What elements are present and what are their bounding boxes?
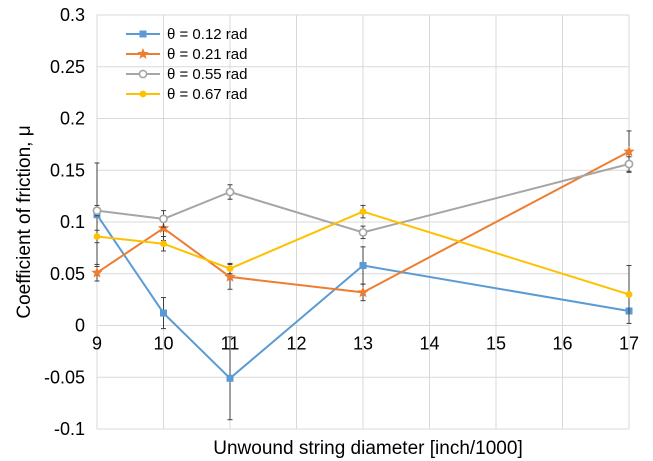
x-axis-label: Unwound string diameter [inch/1000] [213,438,522,459]
data-point [625,291,633,298]
legend-label: θ = 0.67 rad [167,86,247,103]
y-tick-label: 0.3 [60,5,85,25]
y-tick-label: 0.1 [60,212,85,232]
x-tick-label: 12 [286,334,306,354]
data-point [623,145,635,157]
y-tick-label: 0.15 [50,160,85,180]
data-point [359,261,367,269]
legend-entry: θ = 0.12 rad [126,26,247,43]
legend-marker [139,90,147,98]
x-tick-label: 16 [552,334,572,354]
data-point [358,227,368,237]
series-3 [92,156,634,240]
data-point [93,233,101,240]
y-tick-label: -0.1 [54,419,85,439]
data-point [159,214,168,224]
data-point [624,159,634,169]
data-point [225,187,235,197]
legend-label: θ = 0.12 rad [167,26,247,43]
legend-marker [139,30,147,38]
x-tick-label: 15 [486,334,506,354]
data-point [91,266,103,278]
data-point [359,208,367,216]
series-4 [93,204,633,324]
legend-entry: θ = 0.67 rad [126,86,247,103]
x-tick-label: 13 [353,334,373,354]
data-point [92,206,102,216]
data-point [226,374,234,382]
legend-entry: θ = 0.21 rad [126,46,247,63]
legend: θ = 0.12 rad θ = 0.21 rad θ = 0.55 rad θ = … [126,26,247,103]
y-tick-label: 0 [75,316,85,336]
legend-marker [137,48,149,59]
data-point [160,309,167,317]
x-tick-label: 17 [619,334,639,354]
y-tick-label: 0.2 [60,109,85,129]
data-point [226,265,234,272]
data-point [224,270,236,282]
x-tick-label: 9 [92,334,102,354]
y-tick-label: 0.25 [50,57,85,77]
y-axis-label: Coefficient of friction, μ [14,125,35,318]
legend-label: θ = 0.55 rad [167,66,247,83]
legend-label: θ = 0.21 rad [167,46,247,63]
data-point [160,240,167,248]
x-tick-label: 10 [153,334,173,354]
legend-marker [138,69,148,79]
plot-area [91,130,635,421]
legend-entry: θ = 0.55 rad [126,66,247,83]
y-tick-label: 0.05 [50,264,85,284]
data-point [357,286,369,298]
y-tick-label: -0.05 [44,367,85,387]
x-tick-label: 14 [419,334,439,354]
